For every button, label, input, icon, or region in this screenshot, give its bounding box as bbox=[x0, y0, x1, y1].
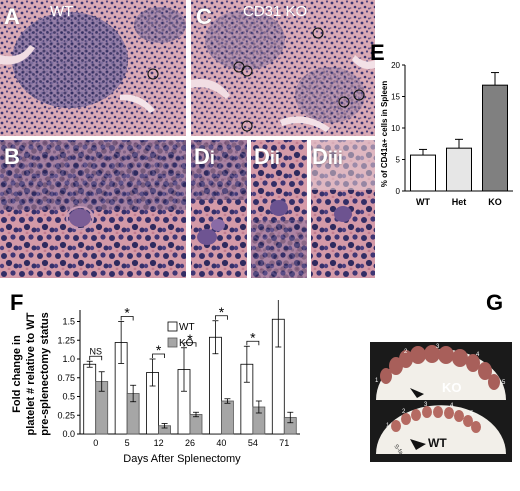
chart-e-y-label: % of CD41a+ cells in Spleen bbox=[380, 81, 389, 188]
panel-dii-image bbox=[251, 140, 307, 278]
chart-f-x-tick-label: 12 bbox=[154, 438, 164, 448]
chart-f-y-tick-label: 0.0 bbox=[62, 429, 75, 439]
g-ko-label: KO bbox=[442, 380, 462, 395]
chart-f-x-tick-label: 26 bbox=[185, 438, 195, 448]
chart-f-y-tick-label: 1.5 bbox=[62, 317, 75, 327]
chart-f-significance-bracket bbox=[183, 342, 197, 347]
panel-c-label: CD31 KO bbox=[243, 3, 308, 20]
chart-e-bar bbox=[410, 154, 436, 192]
g-wt-label: WT bbox=[428, 436, 447, 450]
chart-f-significance-label: * bbox=[187, 331, 193, 347]
panel-g-letter: G bbox=[486, 290, 504, 315]
chart-f-y-tick-label: 0.25 bbox=[57, 410, 75, 420]
panel-g-photo: 1 2 3 4 5 1 2 3 4 5 KO WT S-fa bbox=[370, 342, 512, 462]
g-bottom-number: 4 bbox=[450, 403, 454, 409]
chart-f-bar-wt bbox=[83, 363, 97, 435]
chart-f-x-label: Days After Splenectomy bbox=[123, 453, 241, 465]
chart-e-bar bbox=[446, 147, 472, 192]
panel-a-image bbox=[0, 0, 186, 136]
chart-f-y-label: Fold change in bbox=[11, 335, 23, 413]
panel-diii-letter: Diii bbox=[312, 144, 343, 169]
chart-f-significance-label: NS bbox=[89, 346, 102, 356]
g-bottom-number: 5 bbox=[470, 411, 474, 417]
chart-e-bar bbox=[482, 84, 508, 192]
panel-di-letter: Di bbox=[194, 144, 215, 169]
chart-f-bar-ko bbox=[221, 400, 234, 435]
chart-e-y-tick-label: 20 bbox=[391, 61, 400, 70]
g-bottom-number: 2 bbox=[402, 409, 406, 415]
chart-f-y-tick-label: 0.75 bbox=[57, 373, 75, 383]
chart-e-y-tick-label: 10 bbox=[391, 124, 400, 133]
histology-figure bbox=[0, 0, 375, 278]
chart-f-y-tick-label: 0.5 bbox=[62, 392, 75, 402]
chart-f-significance-label: * bbox=[124, 305, 130, 321]
chart-e: 0 5 10 15 20 WT Het KO % of CD41a+ cells in Sple… bbox=[380, 61, 513, 207]
panel-b-image bbox=[0, 140, 186, 278]
chart-f-x-tick-label: 40 bbox=[216, 438, 226, 448]
g-bottom-number: 1 bbox=[386, 423, 390, 429]
chart-f-legend-label-ko: KO bbox=[179, 338, 194, 349]
chart-e-y-tick-label: 0 bbox=[396, 187, 401, 196]
chart-f-legend-label-wt: WT bbox=[179, 322, 195, 333]
chart-f-x-tick-label: 71 bbox=[279, 438, 289, 448]
g-top-number: 1 bbox=[375, 378, 379, 384]
chart-f-significance-bracket bbox=[152, 353, 165, 358]
chart-f: 0.0 0.25 0.5 0.75 1.0 1.25 1.5 NS 0 * 5 * 12 * 26 * 40 * 5… bbox=[11, 300, 300, 465]
chart-f-significance-label: * bbox=[219, 304, 225, 320]
g-handwritten-note: S-fa bbox=[392, 444, 404, 457]
panel-dii-letter: Dii bbox=[254, 144, 280, 169]
chart-f-significance-bracket bbox=[89, 355, 103, 361]
chart-f-significance-label: * bbox=[250, 329, 256, 345]
panel-a-label: WT bbox=[50, 3, 74, 20]
panel-a-letter: A bbox=[4, 4, 20, 29]
chart-f-x-tick-label: 5 bbox=[125, 438, 130, 448]
g-top-number: 2 bbox=[404, 349, 408, 355]
chart-e-y-tick-label: 15 bbox=[391, 93, 400, 102]
chart-f-x-tick-label: 0 bbox=[93, 438, 98, 448]
chart-f-y-tick-label: 1.25 bbox=[57, 335, 75, 345]
chart-f-legend-swatch-wt bbox=[167, 321, 178, 332]
g-top-number: 3 bbox=[436, 344, 440, 350]
chart-f-y-tick-label: 1.0 bbox=[62, 354, 75, 364]
chart-e-y-tick-label: 5 bbox=[396, 156, 401, 165]
g-bottom-number: 3 bbox=[424, 402, 428, 408]
panel-c-image bbox=[191, 0, 375, 136]
chart-f-significance-bracket bbox=[120, 316, 134, 321]
panel-diii-image bbox=[311, 140, 375, 278]
chart-f-y-label: platelet # relative to WT bbox=[25, 312, 37, 435]
chart-f-significance-bracket bbox=[215, 315, 228, 320]
panel-b-letter: B bbox=[4, 144, 20, 169]
panel-c-letter: C bbox=[196, 4, 212, 29]
chart-e-x-tick-label: WT bbox=[416, 197, 430, 207]
chart-e-x-tick-label: KO bbox=[488, 197, 502, 207]
g-top-number: 5 bbox=[502, 380, 506, 386]
chart-f-legend-swatch-ko bbox=[167, 337, 178, 348]
chart-f-x-tick-label: 54 bbox=[248, 438, 258, 448]
panel-di-image bbox=[191, 140, 247, 278]
chart-f-y-label: pre-splenectomy status bbox=[39, 312, 51, 435]
chart-f-significance-label: * bbox=[156, 342, 162, 358]
g-top-number: 4 bbox=[476, 352, 480, 358]
panel-e-letter: E bbox=[370, 40, 385, 65]
chart-f-significance-bracket bbox=[246, 340, 260, 346]
panel-f-letter: F bbox=[10, 290, 24, 315]
chart-e-x-tick-label: Het bbox=[452, 197, 467, 207]
chart-f-bar-ko bbox=[189, 414, 203, 435]
